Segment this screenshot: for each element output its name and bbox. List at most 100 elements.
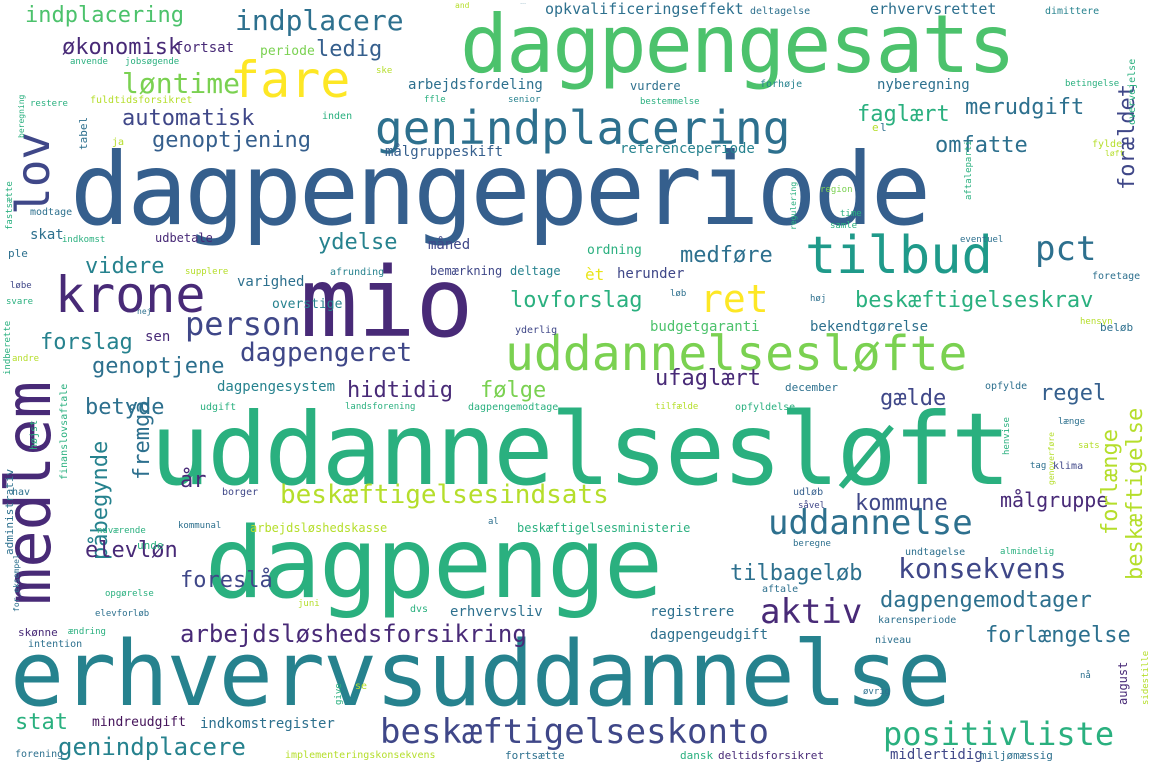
- word: arbejdsfordeling: [408, 77, 543, 93]
- word: ledig: [316, 37, 383, 62]
- word: automatisk: [122, 106, 255, 131]
- word: dagpengesystem: [217, 379, 336, 395]
- word: betyde: [85, 395, 165, 420]
- word: fortsat: [175, 40, 235, 56]
- word: forlænge: [1098, 429, 1123, 535]
- word: ffle: [424, 95, 446, 105]
- word: regulering: [789, 181, 798, 230]
- word: nå: [1080, 671, 1091, 681]
- word: ufaglært: [655, 366, 761, 391]
- word: bemærkning: [430, 264, 503, 278]
- word: budgetgaranti: [650, 319, 760, 335]
- word: ret: [700, 277, 769, 321]
- word: se: [355, 681, 368, 692]
- word: hensyn: [1080, 317, 1113, 327]
- word: tag: [1030, 461, 1047, 471]
- word: udbetale: [155, 231, 213, 245]
- word: fylde: [1092, 139, 1123, 150]
- word: ordning: [587, 243, 642, 258]
- word: arbejdsløshedsforsikring: [180, 620, 527, 648]
- word: forhøje: [760, 79, 803, 90]
- word: for_eksempel: [12, 554, 21, 612]
- word: dagpengemodtage: [468, 402, 559, 413]
- word: dagpengeudgift: [650, 627, 769, 643]
- word: borger: [222, 487, 259, 498]
- word: pct: [1035, 229, 1097, 269]
- word: varighed: [237, 274, 305, 290]
- word: genoptjene: [92, 354, 225, 379]
- word: stat: [15, 710, 68, 735]
- word: miljømæssig: [980, 749, 1053, 762]
- word: uddannelse: [768, 503, 973, 543]
- word: genindplacering: [375, 101, 791, 155]
- word: løb: [670, 289, 687, 299]
- word: almindelig: [1000, 547, 1055, 557]
- word: restere: [30, 99, 68, 109]
- word: positivliste: [883, 715, 1115, 753]
- word: merudgift: [965, 95, 1085, 120]
- word: august: [1116, 661, 1130, 705]
- word: aftaleparti: [964, 140, 974, 200]
- word: klima: [1053, 461, 1084, 472]
- word: dagpengeperiode: [70, 131, 931, 248]
- word: erhvervsuddannelse: [10, 622, 951, 727]
- word: kommune: [855, 491, 948, 516]
- word: længe: [1058, 417, 1086, 427]
- word: fremgå: [130, 400, 155, 480]
- word: anvende: [70, 57, 108, 67]
- word: målgruppeskift: [385, 144, 504, 160]
- word: beskæftigelseskrav: [855, 288, 1094, 313]
- word: beskæftigelseskonto: [380, 712, 769, 752]
- word: medføre: [680, 243, 773, 268]
- word: periode: [260, 44, 315, 59]
- word: juni: [298, 599, 320, 609]
- word: udgift: [200, 402, 237, 413]
- word: eventuel: [960, 235, 1004, 245]
- word: afrunding: [330, 267, 385, 278]
- word: jobsøgende: [125, 57, 180, 67]
- word: udbetale: [0, 0, 5, 1]
- word: al: [488, 517, 499, 527]
- word: henvise: [1002, 417, 1012, 455]
- word: sidestille: [1141, 650, 1151, 705]
- word: fare: [230, 51, 351, 109]
- word: indberette: [3, 320, 13, 375]
- word: lovforslag: [510, 288, 643, 313]
- word: løft: [1105, 149, 1125, 158]
- word: foretage: [1092, 271, 1141, 282]
- word: nyberegning: [877, 77, 970, 93]
- word: løbe: [10, 281, 32, 291]
- word: øvrig: [863, 687, 891, 697]
- word: aktiv: [760, 592, 863, 632]
- word: beskæftigelse: [1123, 407, 1148, 580]
- word: forlængelse: [985, 623, 1131, 648]
- word: dansk: [680, 749, 714, 762]
- word: aftale: [762, 584, 799, 595]
- word: bestemmelse: [640, 97, 700, 107]
- word: beløb: [1100, 321, 1134, 334]
- word: l: [880, 121, 887, 134]
- word: beskæftigelsesindsats: [280, 480, 609, 510]
- word: ændring: [68, 627, 106, 637]
- word: kommunal: [178, 521, 222, 531]
- word: følge: [480, 378, 547, 403]
- word: andre: [12, 354, 40, 364]
- word: mio: [300, 247, 474, 359]
- word: erhvervsrettet: [870, 0, 997, 18]
- word: person: [185, 305, 301, 343]
- word: modtage: [30, 207, 73, 218]
- word: overstige: [272, 297, 343, 312]
- word: lov: [6, 131, 60, 215]
- word: fastsætte: [5, 181, 15, 230]
- word: unde: [137, 539, 164, 552]
- word: èt: [585, 265, 605, 284]
- word: overvejelse: [1127, 58, 1138, 125]
- word: foreslå: [180, 568, 273, 593]
- word: indkomst: [62, 235, 106, 245]
- word: implementeringskonsekvens: [285, 750, 436, 761]
- word: dagpengesats: [460, 0, 1016, 91]
- word: herunder: [617, 266, 685, 282]
- word: beskæftigelsesministerie: [517, 521, 691, 535]
- word: betingelse: [1065, 79, 1120, 89]
